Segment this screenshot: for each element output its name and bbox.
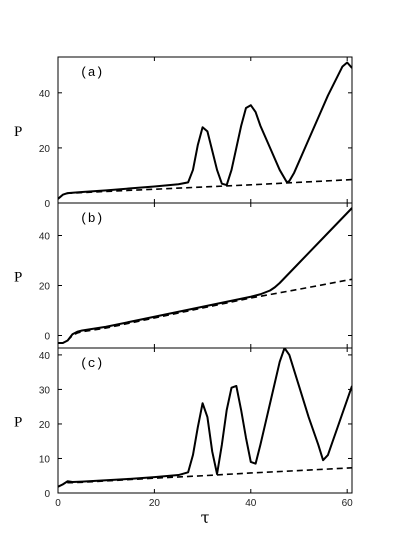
panel-2: 0 20 40 P (b) xyxy=(14,202,353,349)
dashed-series-line xyxy=(58,178,352,200)
panel-label: (b) xyxy=(80,211,103,226)
panel-frame xyxy=(57,347,353,494)
y-axis-label: P xyxy=(14,124,22,140)
solid-series-line xyxy=(58,348,352,488)
y-tick-label: 20 xyxy=(39,420,51,431)
x-tick-label: 20 xyxy=(149,498,161,509)
panel-label: (c) xyxy=(80,356,103,371)
y-tick-label: 0 xyxy=(44,489,50,500)
solid-series-line xyxy=(58,207,352,344)
x-axis-label: τ xyxy=(201,508,210,527)
y-tick-label: 10 xyxy=(39,454,51,465)
y-tick-label: 30 xyxy=(39,385,51,396)
dashed-series-line xyxy=(58,467,352,488)
y-tick-label: 40 xyxy=(39,89,51,100)
panel-label: (a) xyxy=(80,65,103,80)
y-axis-label: P xyxy=(14,270,22,286)
y-tick-label: 40 xyxy=(39,232,51,243)
panel-1: 0 20 40 P (a) xyxy=(14,56,353,210)
solid-series-line xyxy=(58,61,352,200)
x-tick-label: 0 xyxy=(55,498,61,509)
y-tick-label: 0 xyxy=(44,332,50,343)
y-tick-label: 0 xyxy=(44,199,50,210)
x-tick-label: 60 xyxy=(342,498,354,509)
y-tick-label: 20 xyxy=(39,282,51,293)
dashed-series-line xyxy=(58,278,352,344)
y-tick-label: 40 xyxy=(39,351,51,362)
y-axis-label: P xyxy=(14,415,22,431)
panel-3: 0 10 20 30 40 0 20 40 60 P (c) τ xyxy=(14,347,354,527)
y-tick-label: 20 xyxy=(39,144,51,155)
x-tick-label: 40 xyxy=(245,498,257,509)
